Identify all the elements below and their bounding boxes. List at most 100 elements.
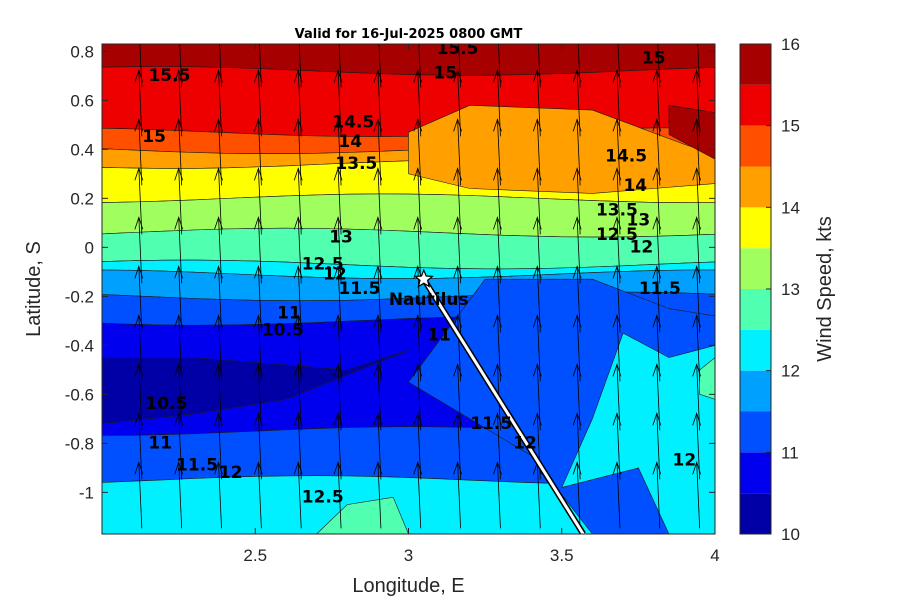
wind-vector [498,44,501,88]
wind-vector [656,70,661,137]
wind-vector [616,266,621,333]
colorbar-tick-label: 16 [781,35,800,54]
wind-vector-head [333,412,343,426]
wind-vector-head [333,314,343,328]
wind-vector-head [293,363,303,377]
y-tick-label: -1 [79,483,94,502]
wind-vector [138,315,143,382]
wind-vector-head [532,167,542,181]
wind-vector [218,462,222,529]
wind-vector [536,315,541,382]
wind-vector-head [532,216,542,230]
wind-vector-head [453,167,462,181]
wind-vector [696,168,701,235]
wind-vector-head [613,21,621,33]
wind-vector [497,413,501,480]
colorbar-tick-label: 10 [781,525,800,544]
wind-vector [178,266,183,333]
wind-vector-head [572,118,582,132]
wind-vector [259,44,262,88]
wind-vector-head [134,412,144,426]
wind-vector-head [453,69,462,83]
wind-vector [218,266,222,333]
wind-vector-head [692,167,702,181]
wind-vector [377,413,382,480]
wind-vector [696,217,701,284]
wind-vector [656,168,661,235]
wind-vector-head [134,69,144,83]
contour-label: 14 [338,132,362,152]
wind-vector [218,315,222,382]
contour-label: 13 [329,228,353,248]
wind-vector [457,70,462,137]
y-tick-label: 0.6 [70,91,94,110]
wind-vector [497,462,501,529]
wind-vector-head [215,21,223,33]
wind-vector [576,413,581,480]
wind-vector-head [572,363,582,377]
wind-vector-head [652,314,662,328]
contour-label: 11 [427,326,451,346]
wind-vector [457,315,462,382]
wind-vector [218,364,222,431]
wind-vector-head [134,265,144,279]
colorbar-swatch [740,370,771,412]
contour-label: 12.5 [302,487,344,507]
wind-vector-head [693,21,701,33]
wind-vector [218,70,222,137]
wind-vector-head [254,216,263,230]
colorbar-swatch [740,207,771,249]
wind-vector-head [413,314,423,328]
y-tick-label: 0 [85,238,94,257]
wind-vector-head [293,265,303,279]
wind-vector-head [493,363,502,377]
wind-vector [257,217,262,284]
colorbar-tick-label: 11 [781,443,799,462]
wind-vector-head [413,167,423,181]
wind-vector-head [293,412,303,426]
wind-vector-head [373,461,383,475]
colorbar-swatch [740,248,771,289]
wind-vector-head [532,314,542,328]
wind-vector-head [532,118,542,132]
wind-vector-head [572,314,582,328]
vessel-track-layer [421,277,586,534]
wind-vector [656,266,661,333]
wind-vector-head [333,216,343,230]
wind-vector [257,119,262,186]
wind-vector-head [532,265,542,279]
contour-label: 11 [148,433,172,453]
wind-vector [457,168,462,235]
wind-vector-head [652,363,662,377]
wind-vector [297,266,302,333]
colorbar-tick-label: 12 [781,362,800,381]
colorbar [740,44,771,534]
wind-vector-head [413,412,423,426]
wind-vector [377,266,382,333]
y-tick-label: -0.6 [65,385,94,404]
wind-vector [656,217,661,284]
wind-vector-head [692,118,702,132]
colorbar-swatch [740,493,771,534]
wind-vector-head [652,461,662,475]
wind-vector [377,364,382,431]
wind-vector [377,217,382,284]
wind-vector [417,70,422,137]
wind-vector [138,266,143,333]
wind-vector-head [652,216,662,230]
colorbar-swatch [740,44,771,85]
wind-vector [218,119,222,186]
y-tick-label: 0.4 [70,140,94,159]
wind-vector [696,413,701,480]
contour-label: 14.5 [332,112,374,132]
wind-vector [497,315,501,382]
wind-vector [138,217,143,284]
wind-vector-head [214,461,223,475]
wind-vector [576,462,581,529]
x-tick-label: 3 [404,546,413,565]
wind-vector [696,266,701,333]
wind-vector-head [373,69,383,83]
wind-vector [417,119,422,186]
wind-vector [337,266,342,333]
